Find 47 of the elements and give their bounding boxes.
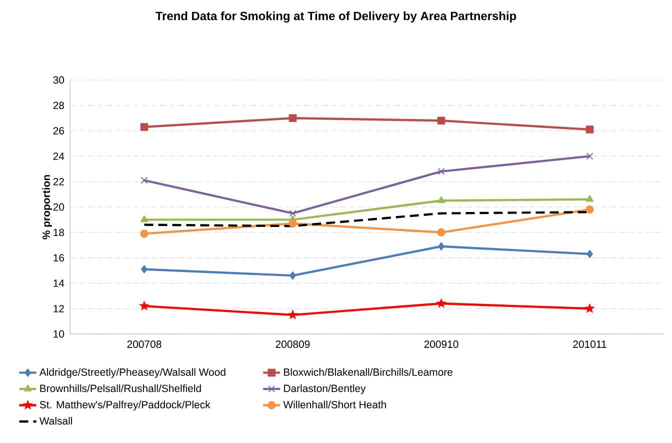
point [290,271,296,280]
y-tick-label: 10 [54,330,64,338]
legend-label: Willenhall/Short Heath [283,400,386,408]
legend-label: Darlaston/Bentley [284,384,366,394]
point [437,116,446,125]
x-tick-label: 200708 [127,340,162,348]
y-tick-label: 16 [54,254,64,262]
point [438,168,445,175]
y-axis-title: % proportion [42,175,52,240]
x-tick-label: 200809 [276,340,310,348]
point [288,310,298,320]
point [141,265,148,274]
y-tick-label: 30 [53,76,64,84]
point [288,219,297,228]
point [139,300,150,310]
point [586,205,594,214]
point [586,126,594,134]
point [140,176,148,184]
legend-label: Bloxwich/Blakenall/Birchills/Leamore [284,368,452,376]
legend-label: Walsall [39,416,72,425]
point [140,123,148,131]
legend-label: St. Matthew's/Palfrey/Paddock/Pleck [40,400,210,410]
y-tick-label: 26 [53,127,64,135]
point [437,196,446,204]
y-tick-label: 18 [54,228,64,236]
x-tick-label: 200910 [424,340,458,348]
x-tick-label: 201011 [573,340,606,348]
point [586,152,594,160]
chart-title: Trend Data for Smoking at Time of Delivery by Area Partnership [156,11,516,23]
y-tick-label: 22 [53,178,64,186]
point [586,195,594,202]
legend-label: Aldridge/Streetly/Pheasey/Walsall Wood [39,368,226,378]
point [288,114,297,122]
point [437,228,446,237]
point [140,215,148,222]
point [289,210,296,217]
y-tick-label: 12 [54,304,64,312]
point [140,230,148,238]
y-tick-label: 14 [54,280,64,287]
point [436,298,446,308]
y-tick-label: 28 [53,102,64,110]
point [438,242,444,250]
y-tick-label: 20 [53,203,64,211]
y-tick-label: 24 [53,152,64,160]
point [586,250,593,258]
point [584,303,595,313]
legend-label: Brownhills/Pelsall/Rushall/Shelfield [40,384,201,392]
